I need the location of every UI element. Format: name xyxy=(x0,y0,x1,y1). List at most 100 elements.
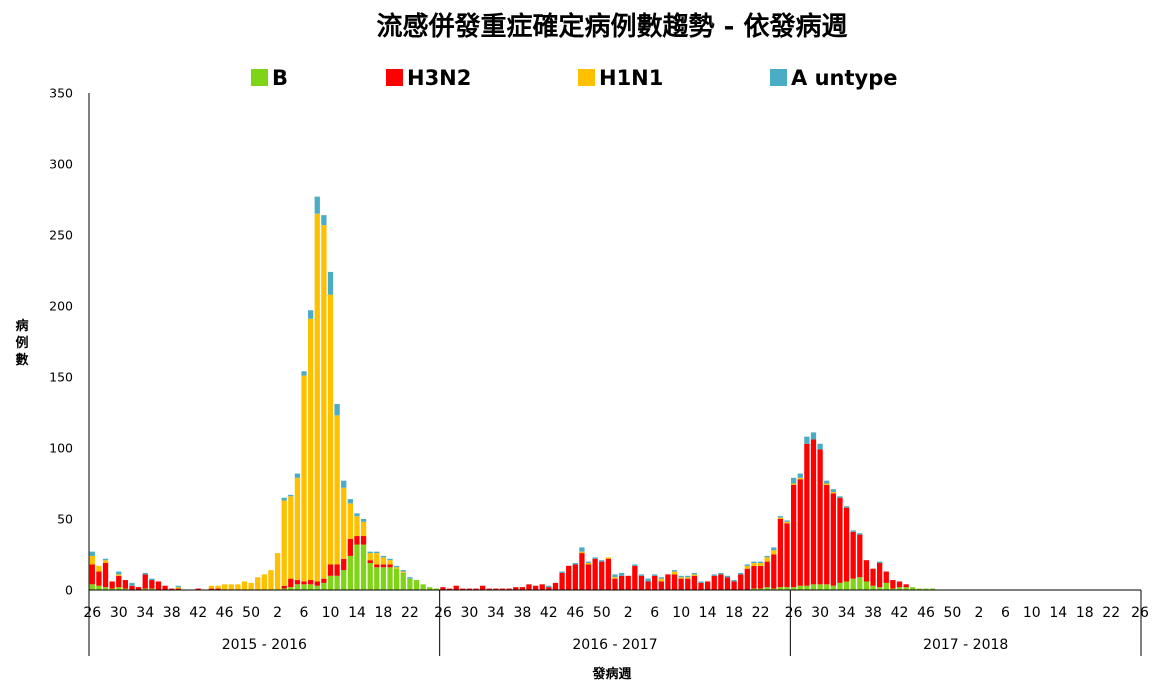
bar-a-untype xyxy=(784,520,790,522)
bar-h3n2 xyxy=(691,575,698,590)
bar-a-untype xyxy=(407,577,413,579)
bar-a-untype xyxy=(559,571,565,573)
bar-a-untype xyxy=(572,563,578,565)
bar-b xyxy=(341,570,347,590)
x-tick-label: 38 xyxy=(163,605,181,621)
bar-h1n1 xyxy=(235,584,241,590)
x-tick-label: 26 xyxy=(1131,605,1149,621)
bar-h3n2 xyxy=(704,581,711,590)
bar-a-untype xyxy=(546,585,552,588)
x-tick-label: 42 xyxy=(891,605,909,621)
y-tick-label: 300 xyxy=(49,157,73,172)
bar-a-untype xyxy=(843,506,850,508)
bar-a-untype xyxy=(102,558,109,561)
bar-a-untype xyxy=(585,561,592,564)
y-tick-label: 100 xyxy=(49,441,73,456)
bar-b xyxy=(308,584,314,590)
bar-h3n2 xyxy=(162,585,168,590)
bar-h3n2 xyxy=(341,558,347,571)
bar-h3n2 xyxy=(486,588,492,590)
bar-h3n2 xyxy=(777,519,784,588)
x-tick-label: 38 xyxy=(864,605,882,621)
bar-a-untype xyxy=(89,551,95,556)
bar-b xyxy=(354,544,360,590)
bar-h1n1 xyxy=(261,574,267,590)
bar-h1n1 xyxy=(274,553,281,590)
y-axis-title: 病例數 xyxy=(15,318,28,368)
bar-h3n2 xyxy=(208,588,215,590)
bar-h3n2 xyxy=(579,553,585,590)
bar-b xyxy=(903,587,909,590)
bar-h3n2 xyxy=(109,581,115,589)
bar-h1n1 xyxy=(744,565,750,569)
bar-a-untype xyxy=(645,578,651,582)
bar-h1n1 xyxy=(175,587,181,589)
bar-a-untype xyxy=(824,480,830,484)
bar-a-untype xyxy=(751,561,757,564)
bar-h3n2 xyxy=(771,554,777,589)
legend-label-b: B xyxy=(272,66,288,90)
bar-a-untype xyxy=(777,516,784,518)
bar-h3n2 xyxy=(632,565,638,590)
bar-b xyxy=(301,584,307,590)
bar-h3n2 xyxy=(96,571,102,586)
bar-h3n2 xyxy=(301,581,307,585)
bar-h3n2 xyxy=(440,587,446,590)
y-axis-title-char: 例 xyxy=(15,335,28,351)
y-axis-title-char: 病 xyxy=(15,318,28,334)
x-tick-label: 14 xyxy=(699,605,717,621)
bar-h3n2 xyxy=(744,568,750,590)
bar-h3n2 xyxy=(215,588,221,590)
bar-a-untype xyxy=(738,572,744,575)
bar-h3n2 xyxy=(347,538,353,556)
bar-h3n2 xyxy=(731,581,737,590)
x-tick-label: 22 xyxy=(752,605,770,621)
bar-h3n2 xyxy=(367,560,373,564)
bar-h1n1 xyxy=(96,565,102,572)
bar-a-untype xyxy=(618,572,625,576)
bar-h3n2 xyxy=(387,564,393,568)
bar-h3n2 xyxy=(116,575,122,588)
x-tick-label: 50 xyxy=(943,605,961,621)
bar-a-untype xyxy=(678,575,684,578)
x-tick-label: 10 xyxy=(672,605,690,621)
bar-h3n2 xyxy=(711,575,717,590)
bar-h3n2 xyxy=(566,565,572,590)
x-tick-label: 30 xyxy=(460,605,478,621)
x-axis-title: 發病週 xyxy=(591,666,631,682)
bar-h3n2 xyxy=(850,531,856,579)
bar-h3n2 xyxy=(321,578,327,583)
x-tick-label: 34 xyxy=(838,605,856,621)
bar-a-untype xyxy=(790,477,797,484)
bar-b xyxy=(122,588,129,590)
bar-h3n2 xyxy=(334,564,340,576)
bar-h3n2 xyxy=(539,584,545,590)
bar-b xyxy=(281,588,287,590)
bar-h1n1 xyxy=(221,584,228,590)
bar-a-untype xyxy=(599,560,605,562)
x-tick-label: 2 xyxy=(624,605,633,621)
bar-a-untype xyxy=(632,564,638,566)
bar-h3n2 xyxy=(652,575,658,590)
bar-h3n2 xyxy=(718,574,724,590)
x-tick-label: 18 xyxy=(725,605,743,621)
bar-a-untype xyxy=(830,489,836,493)
bar-h1n1 xyxy=(308,318,314,581)
bar-b xyxy=(116,587,122,590)
bar-a-untype xyxy=(308,310,314,319)
bar-b xyxy=(837,582,843,590)
y-axis: 0 50 100 150 200 250 300 350 xyxy=(49,86,73,598)
bar-h3n2 xyxy=(360,536,367,545)
bar-h1n1 xyxy=(288,496,294,579)
bar-h1n1 xyxy=(367,553,373,561)
bar-h3n2 xyxy=(327,564,334,576)
x-tick-label: 46 xyxy=(917,605,935,621)
bar-a-untype xyxy=(724,575,731,578)
bar-a-untype xyxy=(387,558,393,561)
bar-h1n1 xyxy=(685,577,691,579)
bar-h3n2 xyxy=(896,581,903,588)
x-tick-label: 6 xyxy=(650,605,659,621)
legend-swatch-h3n2 xyxy=(386,69,403,86)
bar-a-untype xyxy=(394,565,400,568)
bar-h1n1 xyxy=(771,550,777,555)
